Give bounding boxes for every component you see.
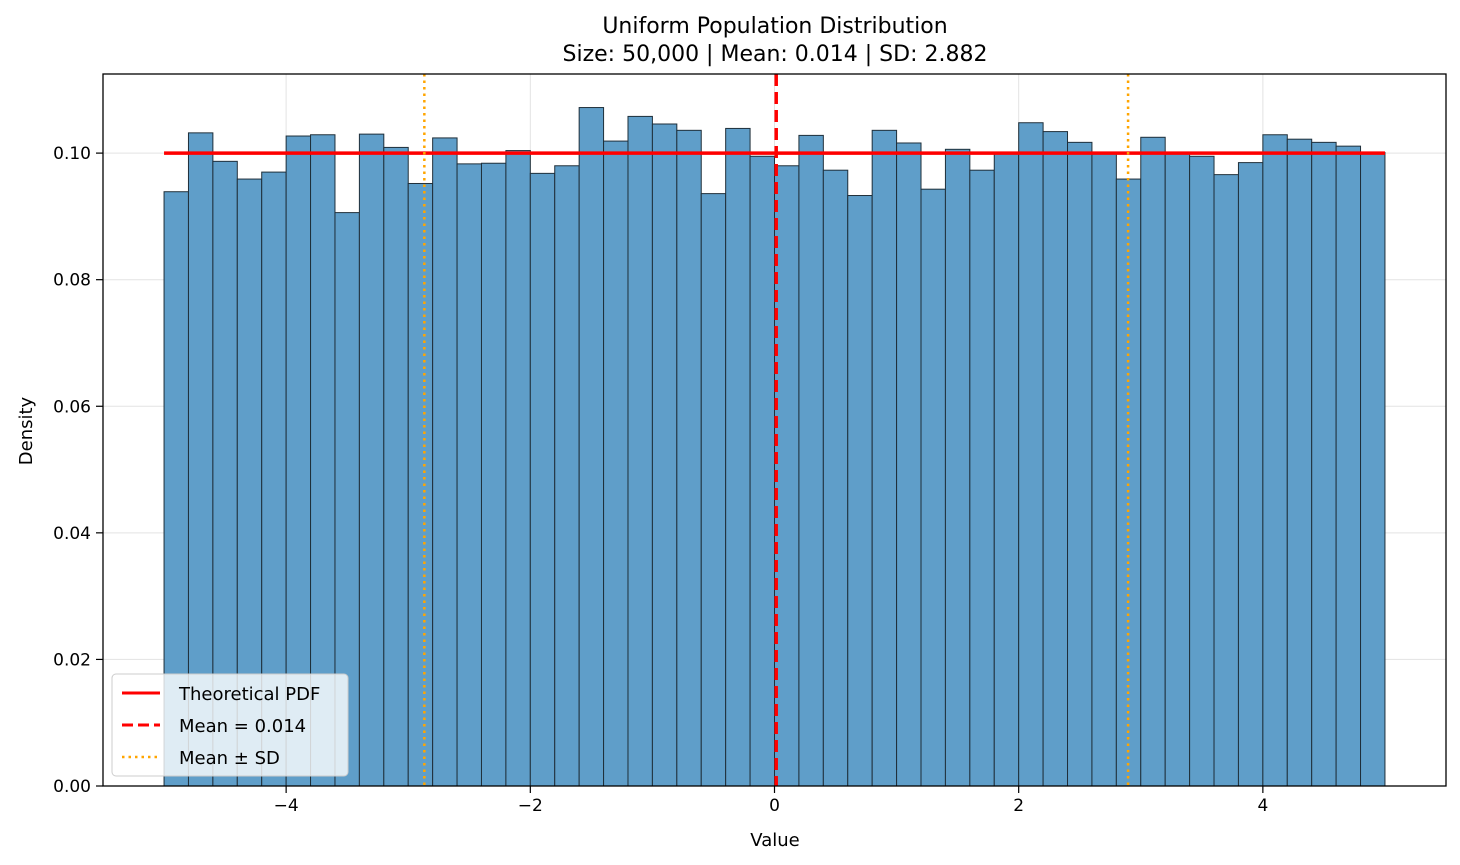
histogram-bar [407, 182, 434, 787]
y-tick-label: 0.08 [53, 271, 91, 291]
x-tick-label: 0 [769, 796, 780, 816]
histogram-bar [798, 134, 824, 787]
histogram-bar [1360, 151, 1386, 787]
y-tick-label: 0.02 [53, 650, 91, 670]
histogram-bar [358, 133, 385, 787]
histogram-bar [993, 152, 1020, 787]
legend-box [111, 673, 349, 777]
x-tick-label: −2 [518, 796, 543, 816]
histogram-bar [505, 150, 531, 787]
y-tick-label: 0.06 [53, 397, 91, 417]
legend-item-mean-sd: Mean ± SD [122, 748, 280, 769]
y-tick-label: 0.00 [53, 777, 91, 797]
histogram-bar [822, 169, 849, 787]
histogram-bar [749, 155, 776, 787]
histogram-bar [774, 165, 800, 787]
histogram-bar [1213, 174, 1239, 787]
histogram-bar [1164, 153, 1191, 787]
histogram-bar [920, 188, 946, 787]
histogram-bar [603, 140, 629, 787]
histogram-bar [578, 107, 605, 787]
histogram-bar [1262, 134, 1288, 787]
histogram-bar [1140, 136, 1166, 787]
x-axis-label: Value [750, 830, 799, 851]
legend-label-theoretical-pdf: Theoretical PDF [178, 684, 320, 705]
x-tick-label: 4 [1257, 796, 1268, 816]
histogram-bar [700, 193, 727, 787]
legend-label-mean-sd: Mean ± SD [179, 748, 280, 769]
y-tick-label: 0.04 [53, 524, 91, 544]
histogram-bar [554, 165, 580, 787]
histogram-bar [1311, 141, 1337, 787]
histogram-bar [480, 162, 507, 787]
histogram-bar [896, 142, 922, 787]
legend-item-mean: Mean = 0.014 [122, 716, 306, 737]
histogram-bar [627, 115, 653, 787]
histogram-bar [1335, 145, 1362, 787]
histogram-bar [529, 172, 556, 787]
histogram-bar [1042, 131, 1069, 787]
chart-subtitle: Size: 50,000 | Mean: 0.014 | SD: 2.882 [563, 42, 988, 67]
histogram-bar [1067, 141, 1093, 787]
histogram-bar [651, 123, 678, 787]
histogram-bar [432, 137, 458, 787]
y-axis-label: Density [16, 396, 37, 465]
legend-label-mean: Mean = 0.014 [179, 716, 306, 737]
histogram-bar [1091, 153, 1117, 787]
histogram-bar [847, 195, 873, 787]
lines-layer [164, 74, 1385, 786]
histogram-bar [969, 169, 995, 787]
x-tick-label: 2 [1013, 796, 1024, 816]
histogram-bar [725, 127, 751, 787]
histogram-bar [456, 163, 482, 787]
ticks-layer: −4 −2 0 2 4 0.00 0.02 0.04 0.06 0.08 0.10 [53, 144, 1268, 816]
histogram-bar [1237, 162, 1264, 787]
histogram-bar [676, 129, 702, 787]
histogram-bar [1286, 138, 1313, 787]
x-tick-label: −4 [274, 796, 299, 816]
chart-title: Uniform Population Distribution [602, 14, 947, 39]
legend: Theoretical PDF Mean = 0.014 Mean ± SD [111, 673, 349, 777]
histogram-bar [944, 148, 971, 787]
bars-layer [163, 107, 1386, 787]
legend-item-theoretical-pdf: Theoretical PDF [122, 684, 320, 705]
histogram-bar [1189, 155, 1215, 787]
histogram-bar [1018, 122, 1044, 787]
y-tick-label: 0.10 [53, 144, 91, 164]
histogram-bar [871, 129, 898, 787]
histogram-bar [383, 146, 409, 787]
